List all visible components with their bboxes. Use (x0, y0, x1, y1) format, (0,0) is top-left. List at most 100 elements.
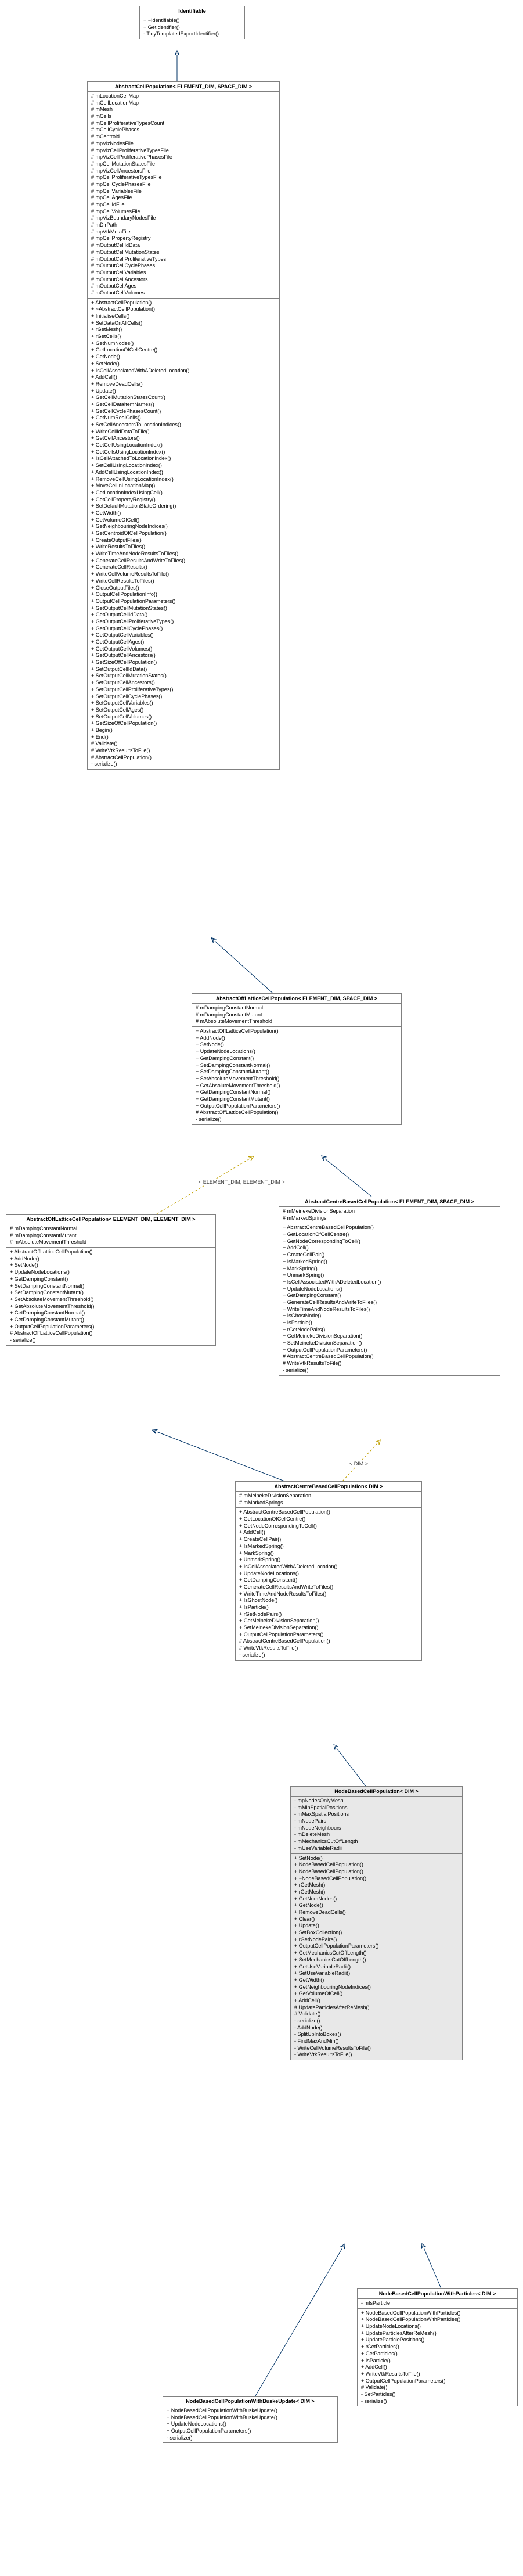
class-member: + GetMeinekeDivisionSeparation() (282, 1333, 497, 1340)
class-member: - mUseVariableRadii (293, 1845, 460, 1852)
class-title: AbstractCentreBasedCellPopulation< DIM > (236, 1482, 421, 1492)
class-member: + GetVolumeOfCell() (90, 517, 277, 524)
class-member: # mCentroid (90, 134, 277, 141)
class-member: # Validate() (360, 2384, 515, 2391)
class-member: # mpCellProliferativeTypesFile (90, 174, 277, 181)
class-member: + SetDataOnAllCells() (90, 320, 277, 327)
inheritance-edge (424, 2248, 441, 2288)
class-member: # mLocationCellMap (90, 93, 277, 100)
class-member: + AddCell() (282, 1245, 497, 1252)
class-box-node-based[interactable]: NodeBasedCellPopulation< DIM >- mpNodesO… (290, 1786, 463, 2060)
class-member: # mpCellVolumesFile (90, 209, 277, 215)
class-member: + SetNode() (293, 1855, 460, 1862)
class-member: # mAbsoluteMovementThreshold (194, 1018, 399, 1025)
class-member: + MarkSpring() (238, 1550, 419, 1557)
class-member: # mOutputCellIdData (90, 242, 277, 249)
class-member: + IsCellAssociatedWithADeletedLocation() (90, 368, 277, 375)
class-member: + InitialiseCells() (90, 313, 277, 320)
class-member: # mDampingConstantNormal (9, 1226, 213, 1233)
class-member: # mCells (90, 113, 277, 120)
class-member: + SetAbsoluteMovementThreshold() (9, 1296, 213, 1303)
class-member: + GenerateCellResultsAndWriteToFiles() (282, 1299, 497, 1306)
class-member: + WriteCellIdDataToFile() (90, 429, 277, 436)
class-member: + GetNodeCorrespondingToCell() (282, 1238, 497, 1245)
class-title: AbstractCellPopulation< ELEMENT_DIM, SPA… (88, 82, 279, 92)
class-member: - SetParticles() (360, 2391, 515, 2398)
class-member: + ~NodeBasedCellPopulation() (293, 1876, 460, 1882)
class-title: NodeBasedCellPopulationWithBuskeUpdate< … (163, 2397, 337, 2406)
class-section: # mMeinekeDivisionSeparation# mMarkedSpr… (279, 1207, 500, 1223)
class-member: + GetNumNodes() (293, 1896, 460, 1903)
inheritance-edge (337, 1748, 366, 1786)
class-member: + GetOutputCellVariables() (90, 632, 277, 639)
class-member: + CloseOutputFiles() (90, 585, 277, 592)
class-section: + SetNode()+ NodeBasedCellPopulation() + … (291, 1854, 462, 2060)
class-box-abstract-centre-based-dim[interactable]: AbstractCentreBasedCellPopulation< DIM >… (235, 1481, 422, 1661)
class-section: # mMeinekeDivisionSeparation# mMarkedSpr… (236, 1492, 421, 1508)
class-member: + ~Identifiable() (142, 17, 242, 24)
class-member: # AbstractCellPopulation() (90, 755, 277, 761)
class-member: - FindMaxAndMin() (293, 2038, 460, 2045)
class-member: - AddNode() (293, 2025, 460, 2032)
inheritance-edge (255, 2248, 342, 2396)
class-member: + AddCell() (360, 2364, 515, 2371)
class-member: - serialize() (194, 1116, 399, 1123)
class-member: # WriteVtkResultsToFile() (238, 1645, 419, 1652)
class-member: + CreateCellPair() (282, 1252, 497, 1259)
class-member: - TidyTemplatedExportIdentifier() (142, 31, 242, 38)
class-member: # mOutputCellVolumes (90, 290, 277, 297)
class-member: + SetCellAncestorsToLocationIndices() (90, 422, 277, 429)
class-box-node-based-buske[interactable]: NodeBasedCellPopulationWithBuskeUpdate< … (163, 2396, 338, 2443)
class-member: + GetUseVariableRadii() (293, 1964, 460, 1971)
class-member: + GetLocationOfCellCentre() (282, 1231, 497, 1238)
class-member: + rGetCells() (90, 333, 277, 340)
class-member: - serialize() (293, 2018, 460, 2025)
class-member: + AddNode() (194, 1035, 399, 1042)
class-member: + NodeBasedCellPopulationWithBuskeUpdate… (165, 2408, 335, 2415)
class-member: - serialize() (238, 1652, 419, 1659)
class-member: + GetNode() (293, 1902, 460, 1909)
class-section: - mIsParticle (358, 2299, 517, 2309)
class-member: + GetSizeOfCellPopulation() (90, 659, 277, 666)
class-box-abstract-off-lattice-elem[interactable]: AbstractOffLatticeCellPopulation< ELEMEN… (6, 1214, 216, 1346)
class-member: + GetDampingConstantMutant() (194, 1096, 399, 1103)
class-title: AbstractOffLatticeCellPopulation< ELEMEN… (192, 994, 401, 1004)
class-member: + GetLocationIndexUsingCell() (90, 490, 277, 497)
class-member: + GetNode() (90, 354, 277, 361)
class-member: # mpVtkMetaFile (90, 229, 277, 236)
class-member: # mpVizCellAncestorsFile (90, 168, 277, 175)
class-member: + GetOutputCellProliferativeTypes() (90, 619, 277, 626)
class-member: + NodeBasedCellPopulation() (293, 1862, 460, 1869)
class-box-abstract-centre-based[interactable]: AbstractCentreBasedCellPopulation< ELEME… (279, 1197, 500, 1376)
class-member: + Clear() (293, 1916, 460, 1923)
class-box-abstract-off-lattice[interactable]: AbstractOffLatticeCellPopulation< ELEMEN… (192, 993, 402, 1125)
class-member: - serialize() (9, 1337, 213, 1344)
class-member: + IsParticle() (360, 2358, 515, 2365)
class-member: + WriteTimeAndNodeResultsToFiles() (238, 1591, 419, 1598)
class-member: + Begin() (90, 727, 277, 734)
class-member: + GetDampingConstant() (9, 1276, 213, 1283)
class-member: + GetLocationOfCellCentre() (90, 347, 277, 354)
class-section: + AbstractCentreBasedCellPopulation()+ G… (279, 1223, 500, 1375)
class-member: + SetOutputCellVolumes() (90, 714, 277, 721)
class-member: + IsGhostNode() (238, 1597, 419, 1604)
class-member: # mCellLocationMap (90, 100, 277, 107)
class-member: + MoveCellInLocationMap() (90, 483, 277, 490)
class-member: + SetNode() (194, 1041, 399, 1048)
class-member: + OutputCellPopulationInfo() (90, 591, 277, 598)
class-box-node-based-particles[interactable]: NodeBasedCellPopulationWithParticles< DI… (357, 2288, 518, 2406)
class-box-identifiable[interactable]: Identifiable+ ~Identifiable()+ GetIdenti… (139, 6, 245, 39)
class-section: + AbstractOffLatticeCellPopulation()+ Ad… (6, 1248, 215, 1345)
class-member: - WriteCellVolumeResultsToFile() (293, 2045, 460, 2052)
class-member: - mNodePairs (293, 1818, 460, 1825)
class-member: + SetOutputCellCyclePhases() (90, 694, 277, 700)
class-box-abstract-cell-population[interactable]: AbstractCellPopulation< ELEMENT_DIM, SPA… (87, 81, 280, 770)
class-member: - mMaxSpatialPositions (293, 1811, 460, 1818)
class-member: + UpdateNodeLocations() (360, 2323, 515, 2330)
class-member: # mpCellVariablesFile (90, 188, 277, 195)
class-member: # Validate() (90, 741, 277, 748)
class-member: + IsParticle() (282, 1320, 497, 1327)
class-member: + NodeBasedCellPopulationWithParticles() (360, 2316, 515, 2323)
class-member: + GetDampingConstant() (282, 1292, 497, 1299)
class-member: + OutputCellPopulationParameters() (165, 2428, 335, 2435)
